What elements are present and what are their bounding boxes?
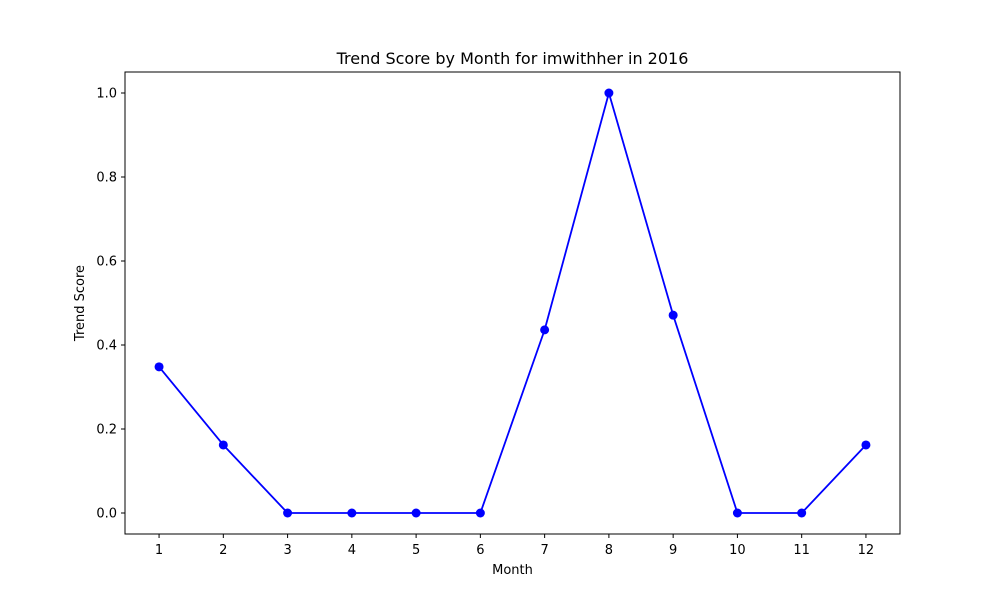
y-axis-title: Trend Score [73, 265, 88, 342]
y-tick-label: 1.0 [96, 87, 117, 102]
x-axis: 1 2 3 4 5 6 7 8 9 10 11 12 [155, 534, 874, 558]
x-tick-label: 7 [540, 543, 548, 558]
x-tick-label: 5 [412, 543, 420, 558]
data-point [154, 362, 164, 372]
data-point [411, 508, 421, 518]
x-tick-label: 12 [858, 543, 875, 558]
data-point [668, 310, 678, 320]
series-line [158, 92, 867, 514]
x-tick-label: 10 [729, 543, 746, 558]
x-tick-label: 1 [155, 543, 163, 558]
series-layer [154, 88, 871, 518]
y-tick-label: 0.0 [96, 507, 117, 522]
chart-title: Trend Score by Month for imwithher in 20… [336, 49, 689, 68]
data-point [475, 508, 485, 518]
x-axis-title: Month [492, 563, 533, 578]
data-point [732, 508, 742, 518]
data-point [797, 508, 807, 518]
data-point [540, 325, 550, 335]
y-tick-label: 0.8 [96, 171, 117, 186]
data-point [218, 440, 228, 450]
x-tick-label: 6 [476, 543, 484, 558]
x-tick-label: 11 [793, 543, 810, 558]
y-tick-label: 0.6 [96, 255, 117, 270]
x-tick-label: 8 [605, 543, 613, 558]
data-point [604, 88, 614, 98]
data-point [347, 508, 357, 518]
x-tick-label: 9 [669, 543, 677, 558]
y-tick-label: 0.4 [96, 339, 117, 354]
x-tick-label: 2 [219, 543, 227, 558]
data-point [861, 440, 871, 450]
y-axis: 0.0 0.2 0.4 0.6 0.8 1.0 [96, 87, 125, 522]
x-tick-label: 4 [348, 543, 356, 558]
x-tick-label: 3 [283, 543, 291, 558]
y-tick-label: 0.2 [96, 423, 117, 438]
plot-area [124, 71, 901, 535]
data-point [283, 508, 293, 518]
